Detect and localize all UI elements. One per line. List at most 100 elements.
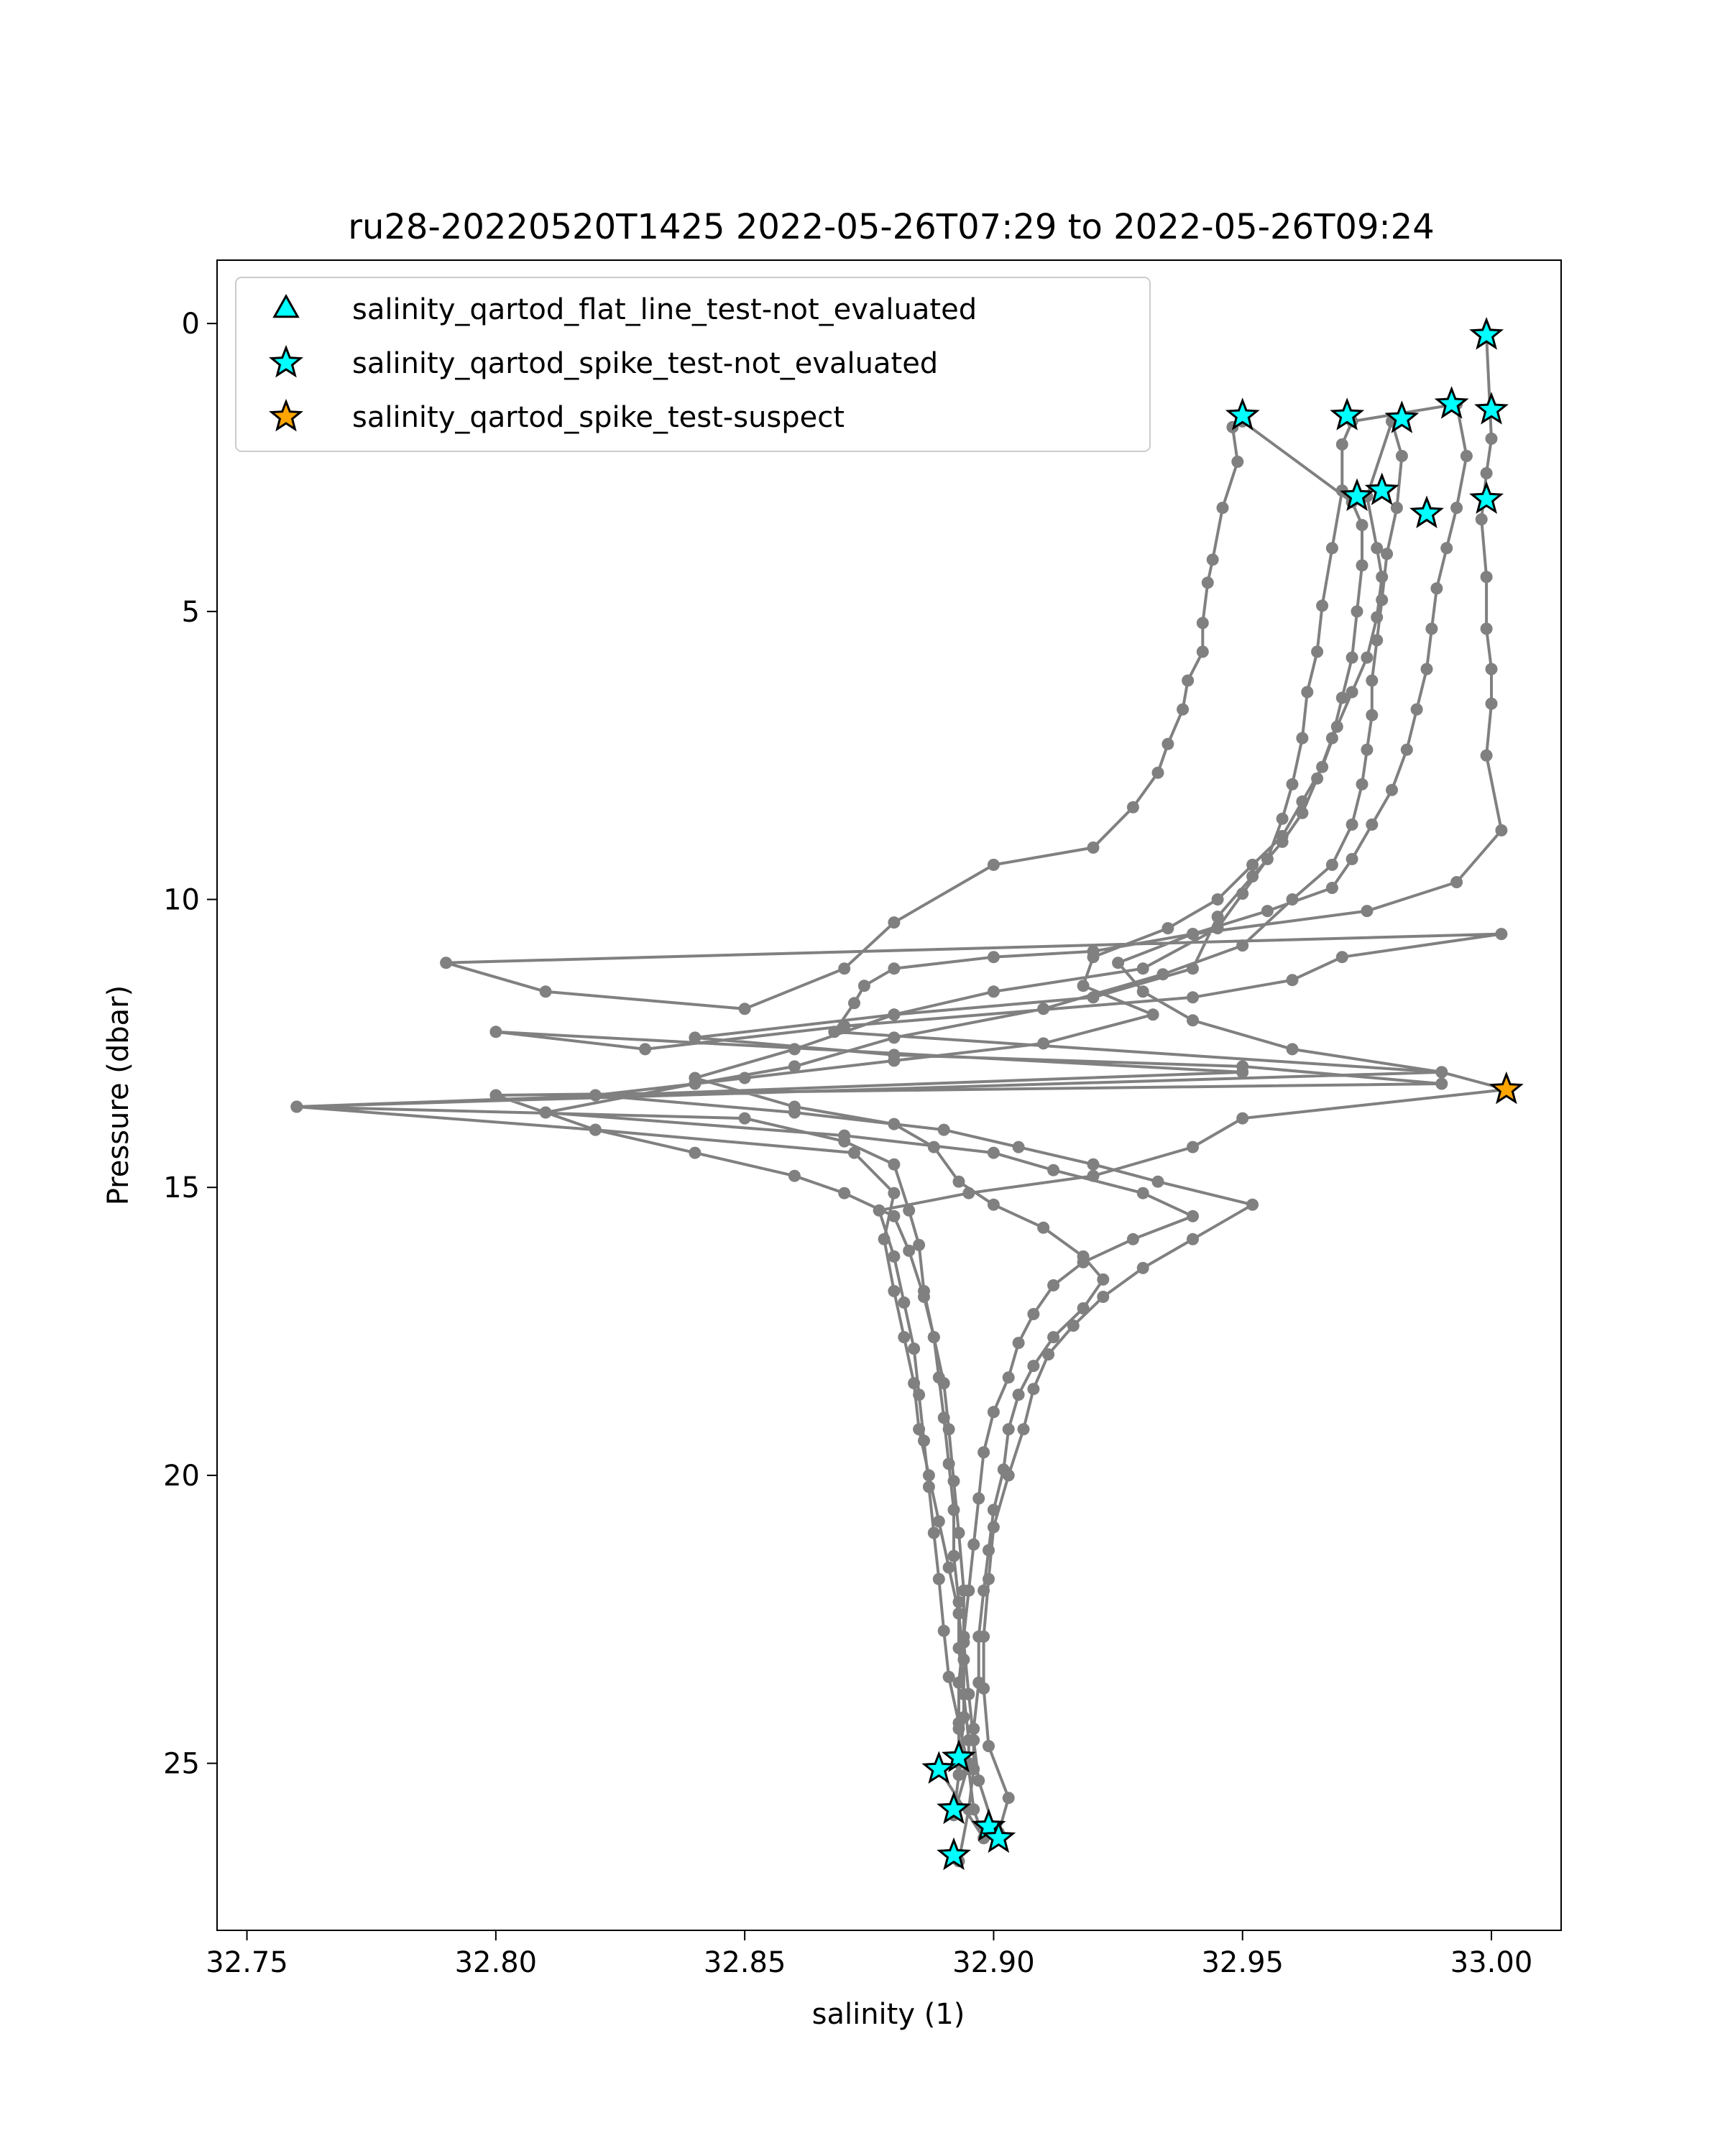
profile-point: [908, 1377, 921, 1390]
profile-point: [937, 1123, 950, 1136]
profile-point: [1390, 502, 1403, 515]
profile-point: [828, 1026, 841, 1038]
profile-point: [1366, 674, 1379, 687]
x-tick-label: 32.80: [455, 1946, 538, 1979]
profile-point: [1042, 1348, 1055, 1361]
profile-point: [1286, 893, 1299, 906]
profile-point: [1346, 852, 1358, 865]
profile-point: [942, 1423, 955, 1436]
profile-point: [962, 1687, 975, 1700]
profile-point: [942, 1457, 955, 1470]
profile-point: [987, 1146, 1000, 1159]
profile-point: [589, 1123, 602, 1136]
profile-point: [1087, 951, 1100, 964]
profile-point: [1330, 720, 1343, 733]
qc-star-marker: [1225, 397, 1260, 430]
qc-star-marker: [981, 1820, 1016, 1853]
profile-point: [1087, 1158, 1100, 1171]
profile-point: [1311, 772, 1324, 785]
profile-point: [1012, 1388, 1025, 1401]
profile-point: [1325, 858, 1338, 871]
qc-star-marker: [1489, 1071, 1524, 1105]
profile-point: [1087, 991, 1100, 1004]
profile-point: [1151, 1175, 1164, 1188]
profile-point: [952, 1769, 965, 1782]
profile-point: [1236, 939, 1249, 952]
profile-point: [1361, 905, 1374, 918]
profile-point: [1087, 841, 1100, 854]
profile-point: [1017, 1423, 1030, 1436]
y-tick-label: 15: [163, 1171, 200, 1204]
profile-point: [873, 1204, 886, 1217]
profile-point: [1211, 922, 1224, 935]
profile-point: [997, 1463, 1010, 1476]
profile-point: [1027, 1383, 1040, 1396]
profile-point: [1420, 663, 1433, 676]
y-tick-label: 10: [163, 884, 200, 917]
profile-point: [1077, 1302, 1090, 1314]
profile-point: [983, 1740, 995, 1753]
qc-star-marker: [937, 1791, 971, 1825]
profile-point: [913, 1238, 926, 1251]
profile-point: [857, 980, 870, 992]
profile-point: [937, 1411, 950, 1424]
profile-point: [1037, 1221, 1050, 1234]
profile-point: [957, 1653, 970, 1666]
profile-point: [1211, 893, 1224, 906]
x-axis-label: salinity (1): [812, 1998, 965, 2031]
profile-point: [987, 1503, 1000, 1516]
profile-point: [838, 1187, 851, 1199]
profile-point: [942, 1561, 955, 1574]
profile-point: [1485, 697, 1498, 710]
profile-point: [1077, 1250, 1090, 1263]
legend-star-marker: [269, 398, 303, 432]
legend-triangle-marker: [272, 293, 300, 318]
profile-point: [1097, 1291, 1110, 1303]
profile-point: [1077, 980, 1090, 992]
profile-point: [1296, 795, 1309, 808]
qc-star-marker: [1340, 478, 1374, 511]
profile-point: [1356, 778, 1368, 791]
profile-point: [1361, 743, 1374, 756]
profile-point: [1495, 928, 1508, 941]
profile-point: [1395, 450, 1408, 462]
profile-point: [987, 1521, 1000, 1534]
profile-point: [1187, 1210, 1199, 1222]
profile-point: [983, 1544, 995, 1557]
qc-star-marker: [1384, 400, 1420, 433]
profile-point: [898, 1296, 911, 1309]
profile-point: [888, 1187, 901, 1199]
profile-point: [1381, 548, 1394, 561]
profile-point: [1286, 778, 1299, 791]
y-tick-label: 5: [182, 596, 200, 629]
profile-point: [888, 1008, 901, 1021]
y-axis-label: Pressure (dbar): [102, 985, 135, 1205]
profile-point: [927, 1526, 940, 1539]
profile-point: [1246, 1198, 1259, 1211]
profile-point: [952, 1676, 965, 1689]
profile-point: [1410, 703, 1423, 716]
profile-point: [967, 1734, 980, 1746]
profile-point: [908, 1342, 921, 1355]
plot-area: [290, 317, 1524, 1871]
profile-point: [1316, 760, 1329, 773]
profile-point: [1002, 1792, 1015, 1805]
profile-point: [972, 1676, 985, 1689]
y-tick-label: 20: [163, 1460, 200, 1493]
profile-point: [1261, 905, 1274, 918]
profile-point: [1376, 594, 1389, 607]
profile-point: [1356, 559, 1368, 572]
profile-point: [903, 1244, 916, 1257]
profile-point: [1177, 703, 1190, 716]
profile-point: [962, 1584, 975, 1597]
profile-point: [987, 985, 1000, 998]
profile-point: [738, 1072, 751, 1084]
profile-point: [1187, 962, 1199, 975]
profile-point: [689, 1031, 702, 1044]
profile-point: [1480, 622, 1493, 635]
profile-point: [947, 1549, 960, 1562]
profile-point: [788, 1060, 801, 1073]
profile-point: [1400, 743, 1413, 756]
legend-label: salinity_qartod_spike_test-not_evaluated: [352, 347, 938, 380]
profile-point: [1485, 432, 1498, 445]
